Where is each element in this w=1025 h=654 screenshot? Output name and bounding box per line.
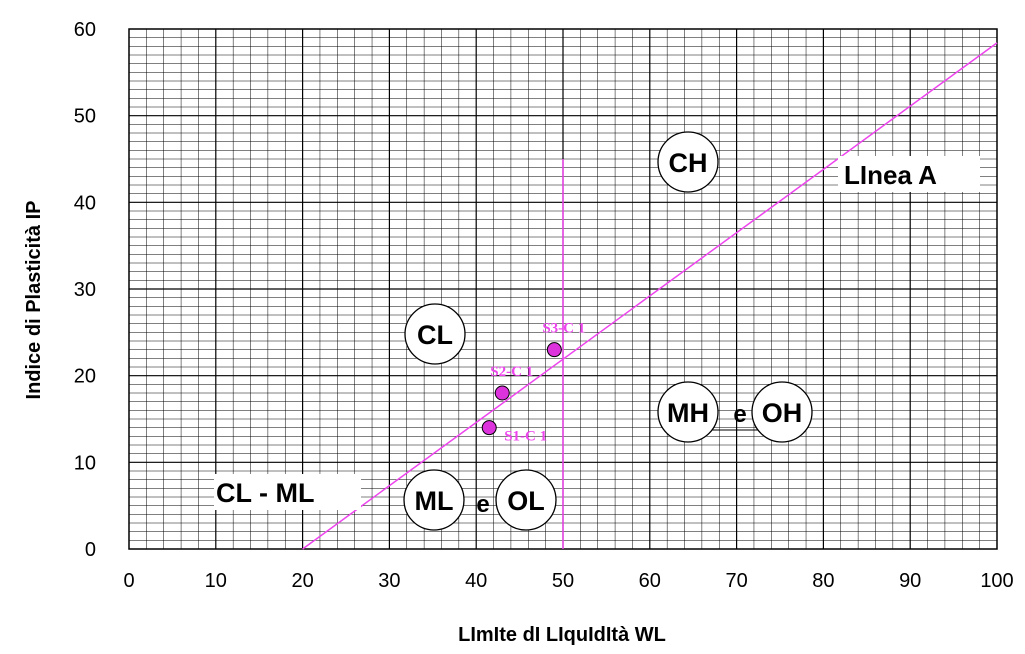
- y-tick-label: 10: [74, 452, 96, 474]
- x-tick-label: 100: [980, 570, 1013, 592]
- y-axis-title: Indice di Plasticità IP: [23, 201, 45, 400]
- x-tick-labels: 0 10 20 30 40 50 60 70 80 90 100: [123, 570, 1013, 592]
- zone-ch-label: CH: [669, 148, 708, 178]
- a-line-label: LInea A: [844, 160, 937, 190]
- zone-oh-circle: [751, 381, 813, 443]
- y-tick-label: 20: [74, 366, 96, 388]
- zone-ol-label: OL: [507, 486, 545, 516]
- zone-mh-circle: [657, 381, 719, 443]
- zone-cl-label: CL: [417, 320, 453, 350]
- data-point-label: S3-C 1: [542, 321, 585, 337]
- data-point-label: S2-C 1: [490, 364, 533, 380]
- zone-ml-label: ML: [415, 486, 454, 516]
- data-points: S1-C 1 S2-C 1 S3-C 1: [481, 321, 585, 445]
- y-tick-label: 60: [74, 19, 96, 41]
- a-line: [302, 42, 998, 550]
- y-tick-label: 30: [74, 279, 96, 301]
- x-tick-label: 80: [812, 570, 834, 592]
- data-point: [546, 342, 562, 358]
- x-tick-label: 20: [291, 570, 313, 592]
- y-tick-label: 40: [74, 192, 96, 214]
- zone-cl-circle: [404, 303, 466, 365]
- zone-ml-ol-connector: e: [476, 491, 489, 518]
- y-tick-labels: 0 10 20 30 40 50 60: [74, 19, 96, 561]
- x-tick-label: 50: [552, 570, 574, 592]
- zone-mh-oh-connector: e: [733, 401, 746, 428]
- data-point: [481, 420, 497, 436]
- x-tick-label: 70: [725, 570, 747, 592]
- x-tick-label: 30: [378, 570, 400, 592]
- zone-ch-circle: [657, 131, 719, 193]
- zone-mh-label: MH: [667, 398, 709, 428]
- a-line-label-box: [838, 156, 980, 192]
- zone-ml-circle: [403, 469, 465, 531]
- x-tick-label: 40: [465, 570, 487, 592]
- zone-ol-circle: [495, 469, 557, 531]
- zone-cl-ml-box: [214, 474, 361, 510]
- x-tick-label: 10: [205, 570, 227, 592]
- data-point: [494, 385, 510, 401]
- x-tick-label: 60: [639, 570, 661, 592]
- x-tick-label: 90: [899, 570, 921, 592]
- zone-oh-label: OH: [762, 398, 803, 428]
- zone-cl-ml-label: CL - ML: [216, 478, 314, 508]
- y-tick-label: 0: [85, 539, 96, 561]
- x-tick-label: 0: [123, 570, 134, 592]
- y-tick-label: 50: [74, 106, 96, 128]
- data-point-label: S1-C 1: [504, 429, 547, 445]
- x-axis-title: LImIte dI LIquIdItà WL: [458, 624, 666, 646]
